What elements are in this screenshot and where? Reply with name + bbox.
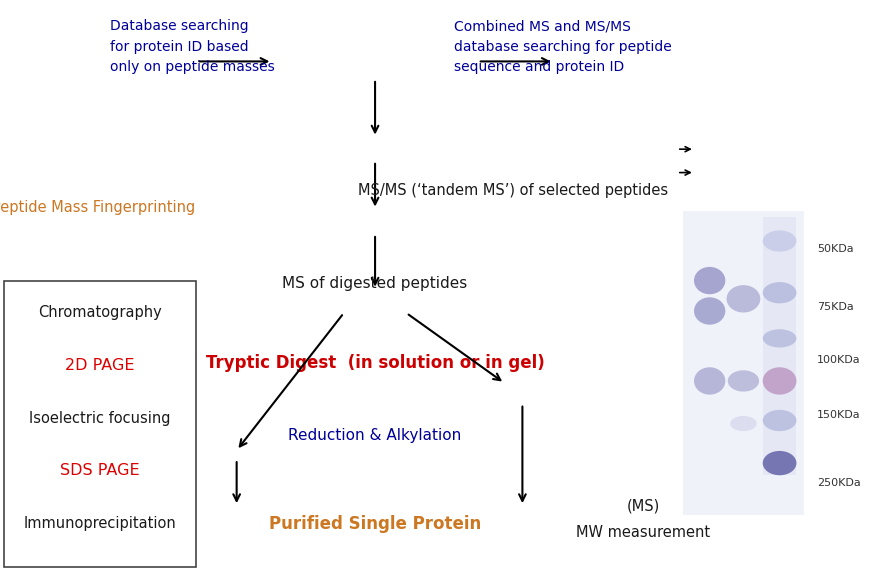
Text: Peptide Mass Fingerprinting: Peptide Mass Fingerprinting xyxy=(0,200,196,215)
Text: (MS): (MS) xyxy=(626,498,660,514)
Text: MS of digested peptides: MS of digested peptides xyxy=(282,276,468,291)
Text: Reduction & Alkylation: Reduction & Alkylation xyxy=(288,428,462,443)
Text: Tryptic Digest  (in solution or in gel): Tryptic Digest (in solution or in gel) xyxy=(205,354,545,371)
Text: 75KDa: 75KDa xyxy=(817,302,854,312)
Bar xyxy=(4,281,196,567)
Text: Combined MS and MS/MS
database searching for peptide
sequence and protein ID: Combined MS and MS/MS database searching… xyxy=(454,19,672,74)
Text: Isoelectric focusing: Isoelectric focusing xyxy=(29,411,171,426)
Text: 2D PAGE: 2D PAGE xyxy=(65,358,135,373)
Text: Immunoprecipitation: Immunoprecipitation xyxy=(23,516,177,531)
Text: 250KDa: 250KDa xyxy=(817,477,861,488)
Text: Purified Single Protein: Purified Single Protein xyxy=(269,515,481,532)
Text: 150KDa: 150KDa xyxy=(817,410,861,421)
Text: MS/MS (‘tandem MS’) of selected peptides: MS/MS (‘tandem MS’) of selected peptides xyxy=(358,183,669,198)
Text: SDS PAGE: SDS PAGE xyxy=(60,463,140,479)
Text: MW measurement: MW measurement xyxy=(576,525,710,540)
Text: Chromatography: Chromatography xyxy=(38,305,162,321)
Text: Database searching
for protein ID based
only on peptide masses: Database searching for protein ID based … xyxy=(110,19,274,74)
Text: 50KDa: 50KDa xyxy=(817,243,854,254)
Text: 100KDa: 100KDa xyxy=(817,355,861,365)
